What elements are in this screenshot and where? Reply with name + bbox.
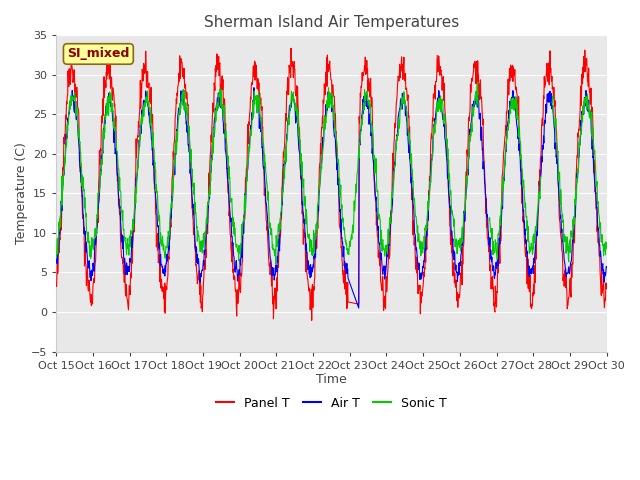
Text: SI_mixed: SI_mixed bbox=[67, 48, 129, 60]
Y-axis label: Temperature (C): Temperature (C) bbox=[15, 143, 28, 244]
X-axis label: Time: Time bbox=[316, 373, 347, 386]
Title: Sherman Island Air Temperatures: Sherman Island Air Temperatures bbox=[204, 15, 459, 30]
Legend: Panel T, Air T, Sonic T: Panel T, Air T, Sonic T bbox=[211, 392, 452, 415]
